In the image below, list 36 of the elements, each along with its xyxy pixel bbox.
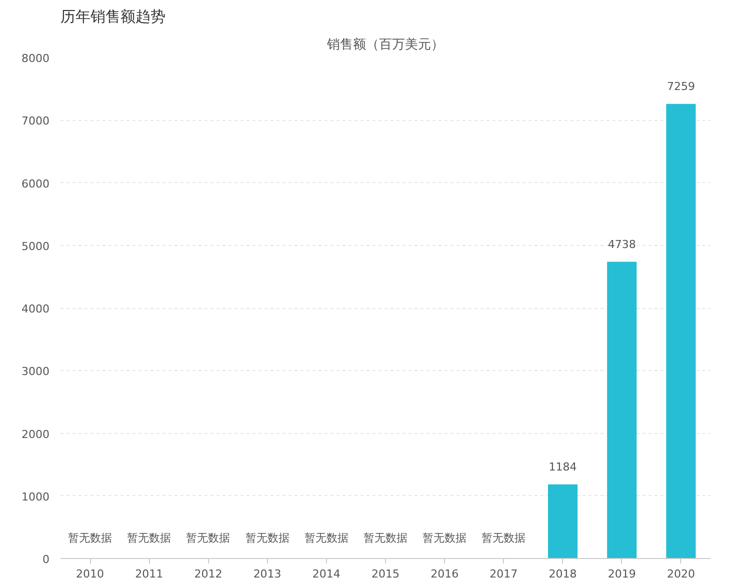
bar: [666, 104, 696, 558]
text: 暂无数据: [422, 532, 467, 544]
x-tick-label: 2011: [135, 568, 164, 580]
x-tick-label: 2019: [608, 568, 636, 580]
text: 暂无数据: [304, 532, 348, 544]
x-tick-label: 2010: [76, 568, 104, 580]
x-tick-label: 2014: [312, 568, 340, 580]
x-tick-label: 2012: [194, 568, 222, 580]
y-tick-label: 1000: [22, 490, 50, 504]
text: 暂无数据: [186, 532, 230, 544]
x-tick-label: 2015: [372, 568, 400, 580]
text: 暂无数据: [68, 532, 112, 544]
text: 暂无数据: [245, 532, 290, 544]
bar: [548, 484, 578, 558]
chart-title: 历年销售额趋势: [60, 8, 166, 26]
y-tick-label: 8000: [22, 52, 50, 65]
y-tick-label: 0: [42, 553, 50, 566]
data-label: 7259: [666, 80, 695, 93]
x-tick-label: 2018: [548, 568, 577, 580]
text: 暂无数据: [364, 532, 408, 544]
text: 暂无数据: [482, 532, 526, 544]
data-label: 1184: [548, 460, 577, 474]
y-tick-label: 3000: [22, 365, 50, 378]
x-tick-label: 2016: [430, 568, 459, 580]
x-tick-label: 2017: [490, 568, 518, 580]
y-tick-label: 2000: [22, 428, 50, 441]
x-tick-label: 2020: [666, 568, 695, 580]
y-tick-label: 4000: [22, 302, 50, 316]
chart-subtitle: 销售额（百万美元）: [326, 36, 444, 52]
x-tick-label: 2013: [253, 568, 282, 580]
y-tick-label: 7000: [22, 114, 50, 128]
data-label: 4738: [608, 238, 636, 251]
y-tick-label: 5000: [22, 240, 50, 253]
y-tick-label: 6000: [22, 177, 50, 190]
text: 暂无数据: [127, 532, 172, 544]
bar: [607, 262, 637, 558]
